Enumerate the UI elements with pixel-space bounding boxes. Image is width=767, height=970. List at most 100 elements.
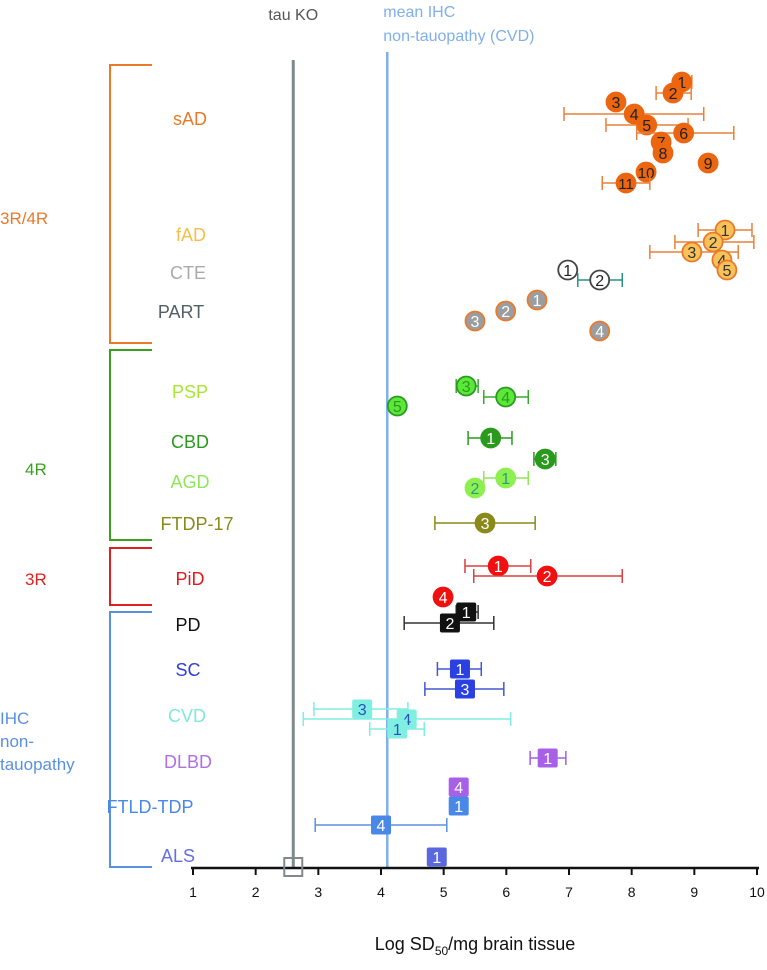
x-tick-label: 9	[690, 884, 698, 900]
point-label: 4	[439, 590, 448, 607]
data-point: 1	[448, 796, 469, 816]
data-point: 4	[589, 320, 611, 342]
point-marker	[526, 289, 548, 311]
data-point: 4	[314, 815, 448, 835]
point-label: 4	[630, 107, 639, 124]
point-label: 1	[486, 431, 495, 448]
data-point: 11	[601, 172, 651, 194]
data-point: 2	[403, 613, 495, 633]
x-tick-label: 10	[749, 884, 765, 900]
data-point: 1	[483, 467, 530, 489]
point-marker	[449, 659, 470, 679]
x-axis: 1 2 3 4 5 6 7 8 9 10	[189, 857, 765, 900]
point-label: 3	[541, 452, 550, 469]
point-marker	[474, 512, 496, 534]
data-point: 4	[563, 103, 705, 125]
group-label: fAD	[176, 225, 206, 245]
reference-line-label: tau KO	[268, 7, 318, 24]
group-label: CBD	[171, 432, 209, 452]
group-label: PSP	[172, 382, 208, 402]
point-marker	[454, 679, 475, 699]
data-point: 4	[432, 586, 454, 608]
point-label: 6	[679, 126, 688, 143]
group-label: FTDP-17	[160, 514, 233, 534]
point-marker	[495, 386, 517, 408]
bracket	[109, 349, 152, 541]
group-label: AGD	[170, 472, 209, 492]
point-marker	[456, 602, 477, 622]
point-label: 2	[501, 304, 510, 321]
point-label: 3	[612, 95, 621, 112]
point-marker	[387, 719, 408, 739]
data-point: 3	[455, 375, 479, 397]
point-label: 3	[471, 314, 480, 331]
data-point: 1	[464, 555, 532, 577]
group-label: PD	[175, 615, 200, 635]
point-marker	[352, 699, 373, 719]
point-label: 3	[358, 702, 367, 719]
point-marker	[697, 152, 719, 174]
point-marker	[386, 395, 408, 417]
point-label: 5	[393, 399, 402, 416]
data-point: 1	[436, 659, 483, 679]
data-point: 3	[605, 91, 627, 113]
point-marker	[589, 269, 611, 291]
point-label: 5	[722, 263, 731, 280]
tau-type-label: IHC	[0, 709, 29, 728]
data-point: 4	[448, 777, 469, 797]
tau-ko-marker	[283, 857, 304, 877]
group-label: DLBD	[164, 752, 212, 772]
point-marker	[635, 161, 657, 183]
point-marker	[652, 142, 674, 164]
point-label: 9	[704, 156, 713, 173]
tau-type-label: 4R	[25, 460, 47, 479]
x-tick-label: 7	[565, 884, 573, 900]
x-tick-label: 1	[189, 884, 197, 900]
point-marker	[495, 467, 517, 489]
point-label: 4	[454, 780, 463, 797]
tau-type-brackets	[109, 64, 152, 868]
group-label: PiD	[175, 569, 204, 589]
data-point: 9	[697, 152, 719, 174]
data-point: 3	[464, 310, 486, 332]
data-point: 8	[652, 142, 674, 164]
x-tick-label: 3	[314, 884, 322, 900]
data-point: 1	[455, 602, 479, 622]
group-labels: sAD fAD CTE PART PSP CBD AGD FTDP-17 PiD PD SC CVD D…	[107, 109, 234, 866]
x-tick-label: 4	[377, 884, 385, 900]
point-marker	[636, 114, 658, 136]
point-marker	[557, 259, 579, 281]
point-marker	[536, 565, 558, 587]
point-marker	[534, 448, 556, 470]
tau-type-label: 3R	[25, 570, 47, 589]
point-label: 3	[687, 245, 696, 262]
group-label: CVD	[168, 706, 206, 726]
data-point: 3	[434, 512, 536, 534]
point-marker	[464, 477, 486, 499]
tau-type-label: 3R/4R	[0, 209, 48, 228]
tau-type-label: non-	[0, 732, 34, 751]
group-label: SC	[175, 660, 200, 680]
point-marker	[716, 259, 738, 281]
point-label: 2	[669, 86, 678, 103]
point-label: 2	[543, 569, 552, 586]
point-marker	[495, 300, 517, 322]
data-point: 1	[526, 289, 548, 311]
point-label: 2	[595, 273, 604, 290]
point-label: 1	[432, 850, 441, 867]
data-point: 2	[655, 82, 692, 104]
bracket	[109, 64, 152, 344]
data-point: 10	[635, 161, 657, 183]
point-label: 1	[501, 471, 510, 488]
point-marker	[448, 796, 469, 816]
point-label: 3	[461, 682, 470, 699]
point-marker	[589, 320, 611, 342]
point-label: 4	[377, 818, 386, 835]
x-tick-label: 2	[252, 884, 260, 900]
point-marker	[464, 310, 486, 332]
point-marker	[439, 613, 460, 633]
point-marker	[673, 122, 695, 144]
tau-type-label: tauopathy	[0, 755, 75, 774]
data-point: 1	[529, 748, 567, 768]
